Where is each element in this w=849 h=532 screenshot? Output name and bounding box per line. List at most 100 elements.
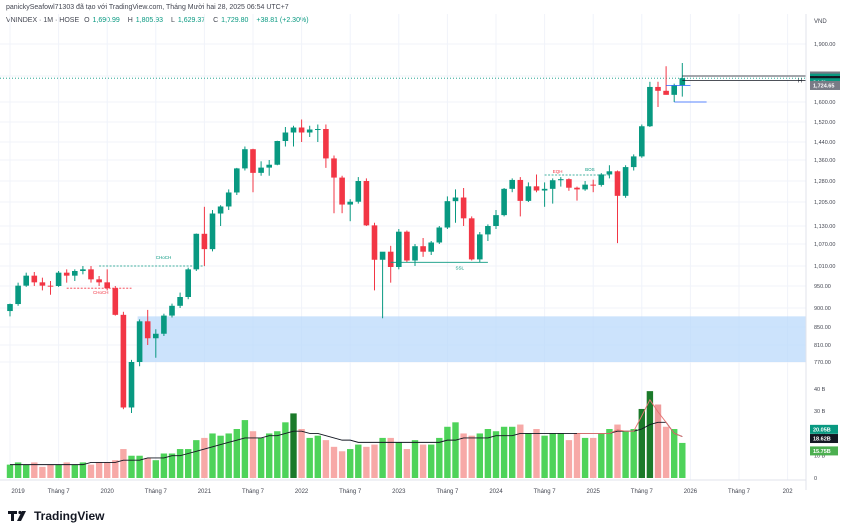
- volume-bar: [355, 444, 362, 478]
- candle-body: [452, 197, 459, 202]
- candle-body: [201, 233, 208, 250]
- volume-tick-label: 10 B: [814, 454, 826, 460]
- candle-body: [128, 362, 135, 408]
- volume-bar: [47, 464, 54, 478]
- candle-body: [412, 246, 418, 261]
- volume-ma-lines: [10, 398, 683, 466]
- demand-zone-rect: [137, 316, 807, 362]
- candle-body: [250, 149, 256, 173]
- volume-bar: [168, 453, 176, 478]
- volume-bar: [622, 431, 629, 478]
- candle-body: [363, 181, 370, 226]
- candle-body: [331, 158, 337, 178]
- price-tick-label: 1,070.00: [814, 242, 835, 248]
- symbol-label[interactable]: VNINDEX · 1M · HOSE: [6, 17, 80, 24]
- volume-bar: [411, 440, 419, 478]
- price-tick-label: 1,280.00: [814, 179, 835, 185]
- volume-bar: [517, 424, 524, 478]
- volume-bar: [306, 437, 313, 478]
- price-unit-label: VND: [814, 19, 827, 25]
- high-marker-label: H: [798, 79, 802, 85]
- price-tick-label: 850.00: [814, 325, 831, 331]
- time-tick-label: 2023: [392, 489, 406, 495]
- volume-bar: [160, 453, 168, 478]
- volume-bar: [14, 462, 22, 478]
- volume-bar: [460, 433, 467, 478]
- volume-bar: [201, 437, 208, 478]
- time-tick-label: 2024: [489, 489, 503, 495]
- candle-body: [533, 186, 540, 191]
- volume-bar: [120, 449, 127, 478]
- time-tick-label: Tháng 7: [242, 489, 265, 495]
- volume-bar: [533, 429, 540, 478]
- candle-body: [663, 90, 669, 95]
- volume-bar: [630, 429, 637, 478]
- volume-bar: [557, 433, 564, 478]
- candle-body: [549, 180, 556, 189]
- volume-bar: [492, 431, 500, 478]
- volume-ma-line: [10, 421, 683, 466]
- tradingview-brand[interactable]: TradingView: [8, 508, 104, 524]
- volume-bar: [63, 462, 70, 478]
- candle-body: [485, 226, 491, 235]
- price-tick-label: 1,130.00: [814, 224, 835, 230]
- candle-body: [47, 285, 54, 287]
- volume-bar: [249, 431, 257, 478]
- candle-body: [323, 129, 329, 159]
- candle-body: [234, 168, 240, 193]
- candle-body: [80, 269, 86, 271]
- candle-body: [679, 78, 686, 86]
- time-tick-label: 2021: [198, 489, 212, 495]
- volume-bar: [363, 446, 370, 478]
- candle-body: [501, 188, 507, 216]
- candle-body: [371, 225, 378, 260]
- volume-bar: [371, 444, 378, 478]
- candle-body: [72, 271, 78, 276]
- volume-tag-label: 20.05B: [813, 427, 831, 433]
- candle-body: [387, 251, 394, 267]
- candle-body: [671, 85, 677, 95]
- volume-tick-label: 30 B: [814, 409, 826, 415]
- candle-body: [258, 167, 264, 173]
- time-tick-label: Tháng 7: [339, 489, 362, 495]
- volume-bar: [598, 433, 605, 478]
- volume-bar: [266, 433, 273, 478]
- volume-bar: [638, 408, 645, 478]
- volume-bar: [298, 429, 305, 478]
- volume-bar: [322, 440, 330, 478]
- candle-body: [282, 132, 289, 141]
- volume-bar: [185, 449, 192, 478]
- candles: [7, 63, 686, 413]
- candle-body: [590, 184, 596, 186]
- candle-body: [347, 201, 353, 205]
- volume-bar: [241, 420, 249, 478]
- candle-body: [7, 304, 13, 312]
- choch-down-label: CHoCH: [93, 290, 109, 295]
- time-tick-label: Tháng 7: [145, 489, 168, 495]
- volume-bar: [209, 433, 216, 478]
- volume-tick-label: 40 B: [814, 387, 826, 393]
- candle-body: [404, 231, 410, 261]
- volume-bar: [136, 455, 143, 478]
- price-tick-label: 1,600.00: [814, 100, 835, 106]
- candle-body: [468, 218, 475, 260]
- candle-body: [23, 275, 29, 286]
- volume-bar: [257, 437, 265, 478]
- price-tick-label: 810.00: [814, 343, 831, 349]
- volume-tick-label: 0: [814, 476, 817, 482]
- candle-body: [88, 269, 94, 280]
- candle-body: [161, 315, 167, 334]
- time-tick-label: 2019: [11, 489, 25, 495]
- high-label: H: [127, 17, 133, 24]
- candle-body: [96, 279, 102, 283]
- volume-bar: [347, 449, 354, 478]
- candle-body: [622, 167, 629, 196]
- volume-bar: [590, 437, 597, 478]
- candle-body: [104, 282, 110, 289]
- price-tick-label: 1,360.00: [814, 158, 835, 164]
- price-tick-label: 770.00: [814, 360, 831, 366]
- candle-body: [428, 242, 434, 252]
- candle-body: [517, 179, 524, 201]
- structure-annotations: CHoCH CHoCH SSL BOS EQH: [66, 75, 806, 295]
